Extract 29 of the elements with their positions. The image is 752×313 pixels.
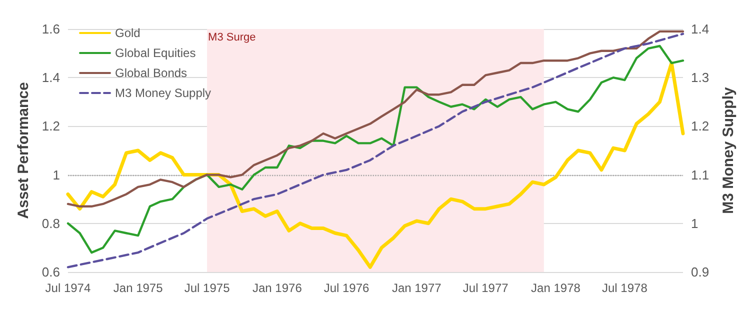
y2-tick-label: 1.2 [691, 118, 710, 134]
x-tick-label: Jul 1976 [324, 281, 370, 295]
y2-tick-label: 1.1 [691, 167, 710, 182]
x-tick-label: Jul 1978 [602, 281, 648, 295]
y-tick-label: 0.8 [42, 216, 60, 231]
y2-tick-label: 0.9 [691, 264, 710, 280]
y2-axis-title: M3 Money Supply [720, 86, 737, 214]
legend-label: Global Equities [115, 46, 196, 60]
y-tick-label: 1.6 [42, 22, 60, 36]
y-tick-label: 1.2 [42, 118, 60, 134]
legend-label: Global Bonds [115, 66, 188, 80]
y2-tick-label: 1 [691, 216, 698, 231]
y2-tick-label: 1.4 [691, 22, 710, 36]
y2-tick-label: 1.3 [691, 70, 710, 86]
legend-label: Gold [115, 26, 140, 40]
x-tick-label: Jul 1975 [184, 281, 230, 295]
y-axis-title: Asset Performance [15, 82, 32, 219]
band-label: M3 Surge [208, 32, 256, 44]
y-tick-label: 1.4 [42, 70, 60, 86]
x-tick-label: Jul 1977 [462, 281, 509, 295]
y-tick-label: 1 [52, 167, 60, 182]
x-tick-label: Jan 1976 [252, 281, 302, 295]
x-tick-label: Jan 1977 [392, 281, 442, 295]
x-tick-label: Jan 1978 [531, 281, 581, 295]
legend-label: M3 Money Supply [115, 86, 212, 100]
y-tick-label: 0.6 [42, 264, 60, 280]
x-tick-label: Jan 1975 [113, 281, 164, 295]
x-tick-label: Jul 1974 [45, 281, 91, 295]
line-series [66, 30, 684, 208]
